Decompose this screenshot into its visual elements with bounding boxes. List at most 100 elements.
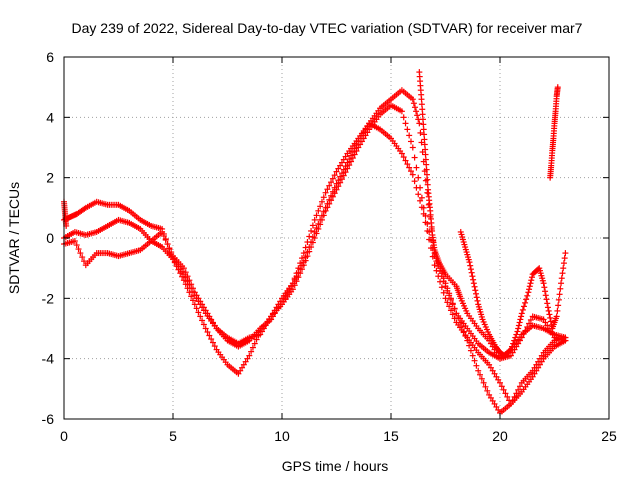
data-point [324,186,331,193]
data-point [497,379,503,386]
data-point [466,259,473,266]
data-point [520,303,527,310]
data-point [546,311,553,318]
data-point [311,216,318,223]
data-point [442,283,449,290]
data-point [554,84,561,91]
data-point [204,310,211,317]
data-point [251,340,258,347]
data-point [204,329,211,336]
y-tick-label: 6 [46,49,54,65]
data-point [211,322,218,329]
data-point [239,364,246,371]
data-point [471,357,478,364]
data-point [518,310,525,317]
data-point [248,348,255,355]
data-point [562,334,569,341]
series-track-3 [61,120,569,407]
data-point [493,373,500,380]
data-point [268,313,275,320]
data-point [80,258,87,265]
data-point [438,284,445,291]
data-point [208,336,215,343]
data-point [554,307,561,314]
data-point [433,267,440,274]
data-point [507,346,514,353]
data-point [558,280,565,287]
data-point [558,275,565,282]
data-point [477,371,484,378]
data-point [333,168,340,175]
data-point [422,146,429,153]
data-point [447,307,454,314]
data-point [407,138,414,145]
data-point [188,293,195,300]
data-point [446,303,453,310]
data-point [195,295,202,302]
data-point [417,129,424,136]
data-point [419,116,426,123]
data-point [451,305,458,312]
data-point [514,328,521,335]
data-point [262,322,269,329]
data-point [358,132,365,139]
data-point [409,144,416,151]
series-track-6 [547,84,561,181]
data-point [402,120,409,127]
data-point [453,310,460,317]
data-point [235,370,242,377]
data-point [398,150,405,157]
data-point [413,184,420,191]
data-point [498,383,505,390]
data-point [266,316,273,323]
data-point [489,397,496,404]
data-point [186,289,193,296]
data-point [420,121,427,128]
data-point [556,291,563,298]
data-point [446,292,453,299]
data-point [491,370,498,377]
data-point [472,287,479,294]
data-point [506,397,513,404]
data-point [528,277,535,284]
data-point [404,161,411,168]
data-point [308,227,315,234]
data-point [318,212,325,219]
data-point [424,176,431,183]
data-point [404,126,411,133]
data-point [411,154,418,161]
data-point [79,254,86,261]
data-point [449,311,456,318]
data-point [418,194,425,201]
data-point [527,316,534,323]
data-point [418,139,425,146]
data-point [202,307,209,314]
data-point [237,367,244,374]
data-point [508,343,515,350]
series-track-7 [61,198,70,229]
data-point [159,228,166,235]
data-point [315,207,322,214]
series-track-4 [416,69,569,362]
data-point [473,362,480,369]
data-point [423,171,430,178]
data-point [259,328,266,335]
data-point [424,181,431,188]
data-point [346,156,353,163]
data-point [547,318,554,325]
data-point [538,352,545,359]
data-point [75,246,82,253]
data-point [522,299,529,306]
data-point [209,319,216,326]
data-point [320,194,327,201]
data-point [515,386,522,393]
data-point [289,286,296,293]
data-point [493,403,500,410]
data-point [202,325,209,332]
data-point [162,237,169,244]
data-point [195,309,202,316]
data-point [298,262,305,269]
x-tick-label: 25 [601,428,617,444]
data-point [335,165,342,172]
data-point [415,174,422,181]
